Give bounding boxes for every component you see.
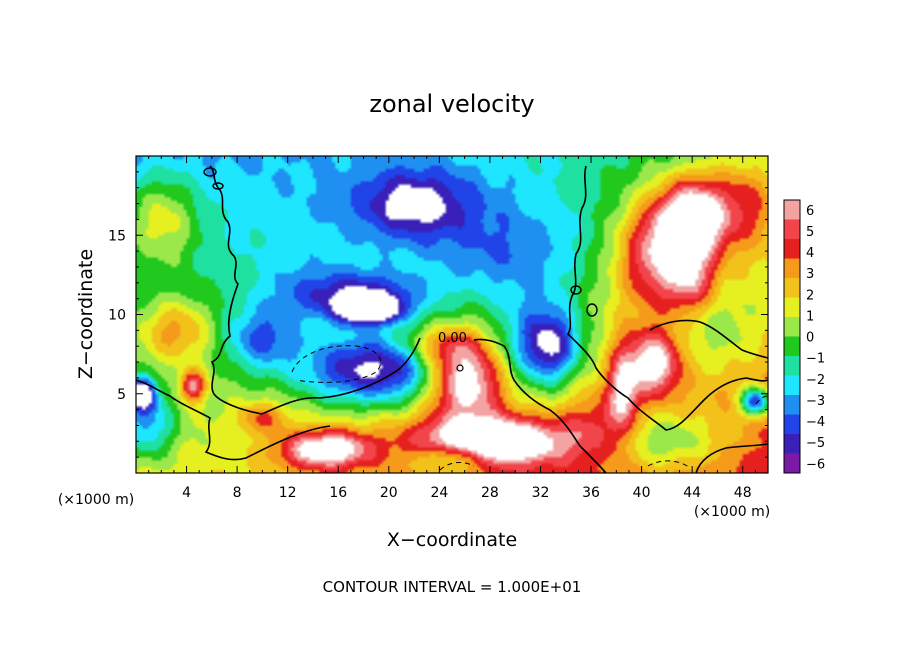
colorbar-swatch	[784, 356, 800, 376]
x-tick-label: 8	[233, 485, 242, 501]
zero-contour-right-upper	[649, 319, 768, 359]
contour-loop-small	[586, 303, 598, 317]
colorbar: 6 5 4 3 2 1 0 −1 −2 −3 −4 −5 −6	[783, 199, 825, 474]
colorbar-swatch	[784, 200, 800, 220]
colorbar-swatch	[784, 219, 800, 240]
x-tick-label: 40	[633, 485, 651, 501]
colorbar-swatch	[784, 453, 800, 474]
x-tick-label: 4	[182, 485, 191, 501]
contour-label: 0.00	[438, 331, 467, 346]
negative-contour	[647, 460, 691, 469]
contour-lines	[136, 165, 768, 473]
colorbar-swatch	[784, 317, 800, 337]
colorbar-label: 4	[806, 246, 814, 261]
x-tick-label: 24	[430, 485, 448, 501]
y-tick-label: 10	[108, 308, 126, 324]
colorbar-label: 2	[806, 288, 814, 303]
x-tick-label: 12	[279, 485, 297, 501]
colorbar-label: −6	[806, 457, 825, 472]
y-axis-label: Z−coordinate	[75, 249, 97, 379]
x-axis-unit-label: (×1000 m)	[694, 504, 770, 520]
x-tick-label: 16	[329, 485, 347, 501]
colorbar-swatch	[784, 336, 800, 357]
colorbar-swatch	[784, 258, 800, 279]
negative-contour	[439, 462, 475, 471]
velocity-field-image	[136, 156, 768, 473]
x-axis-label: X−coordinate	[387, 529, 517, 551]
x-tick-label: 28	[481, 485, 499, 501]
colorbar-label: 3	[806, 267, 814, 282]
colorbar-swatch	[784, 375, 800, 396]
colorbar-swatch	[784, 395, 800, 415]
colorbar-label: 6	[806, 204, 814, 219]
colorbar-swatch	[784, 278, 800, 298]
colorbar-swatch	[784, 434, 800, 454]
colorbar-label: −4	[806, 415, 825, 430]
colorbar-label: −1	[806, 352, 825, 367]
x-tick-label: 32	[532, 485, 550, 501]
zero-contour-left	[209, 165, 421, 415]
plot-area: 0.00	[135, 155, 769, 474]
contour-loop-small	[456, 364, 464, 372]
y-tick-label: 5	[117, 387, 126, 403]
zero-contour-bottom-right	[695, 443, 768, 473]
colorbar-label: −2	[806, 373, 825, 388]
zero-contour-center	[473, 338, 607, 473]
contour-loop-small	[570, 285, 582, 295]
x-tick-label: 36	[582, 485, 600, 501]
x-tick-label: 48	[734, 485, 752, 501]
colorbar-label: 0	[806, 331, 814, 346]
colorbar-label: 1	[806, 309, 814, 324]
x-origin-unit-label: (×1000 m)	[58, 492, 134, 508]
negative-contour	[755, 395, 768, 405]
colorbar-label: −3	[806, 394, 825, 409]
zero-contour-left-lower	[136, 379, 331, 461]
x-tick-label: 20	[380, 485, 398, 501]
colorbar-swatch	[784, 297, 800, 318]
x-tick-label: 44	[683, 485, 701, 501]
chart-title: zonal velocity	[369, 90, 534, 118]
colorbar-label: 5	[806, 225, 814, 240]
negative-contour	[291, 345, 382, 383]
y-tick-label: 15	[108, 228, 126, 244]
contour-interval-footer: CONTOUR INTERVAL = 1.000E+01	[323, 578, 582, 596]
colorbar-swatch	[784, 414, 800, 435]
colorbar-label: −5	[806, 436, 825, 451]
zero-contour-right	[566, 165, 768, 431]
contour-loop-small	[203, 167, 217, 177]
colorbar-frame	[783, 199, 801, 474]
colorbar-swatch	[784, 239, 800, 259]
contour-loop-small	[212, 182, 224, 190]
